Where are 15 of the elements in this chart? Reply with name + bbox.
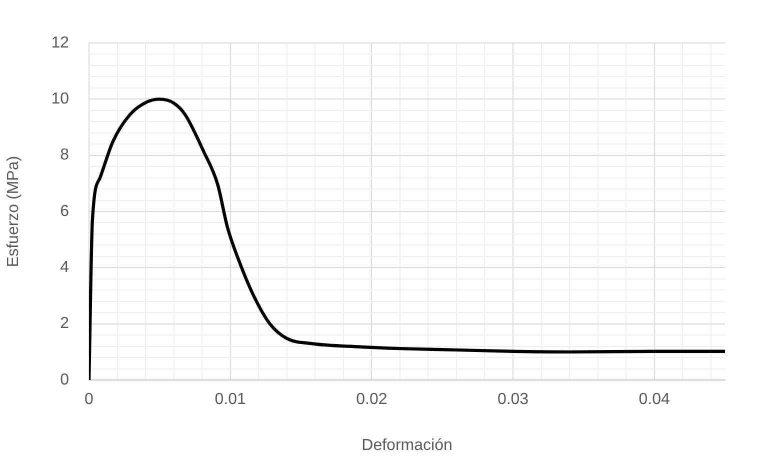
x-axis-title: Deformación <box>362 436 452 454</box>
y-axis-title: Esfuerzo (MPa) <box>5 156 22 268</box>
x-tick-label: 0.01 <box>214 391 246 408</box>
x-tick-label: 0 <box>84 391 94 408</box>
y-tick-label: 4 <box>60 259 70 276</box>
y-tick-label: 8 <box>60 146 70 164</box>
line-series <box>89 98 725 380</box>
x-tick-label: 0.04 <box>638 391 670 408</box>
y-tick-label: 10 <box>51 90 70 108</box>
x-tick-label: 0.03 <box>497 391 529 408</box>
x-tick-label: 0.02 <box>356 391 388 408</box>
y-tick-label: 12 <box>51 34 70 52</box>
y-tick-label: 6 <box>60 202 70 220</box>
y-tick-label: 0 <box>60 371 70 388</box>
y-tick-label: 2 <box>60 315 70 332</box>
